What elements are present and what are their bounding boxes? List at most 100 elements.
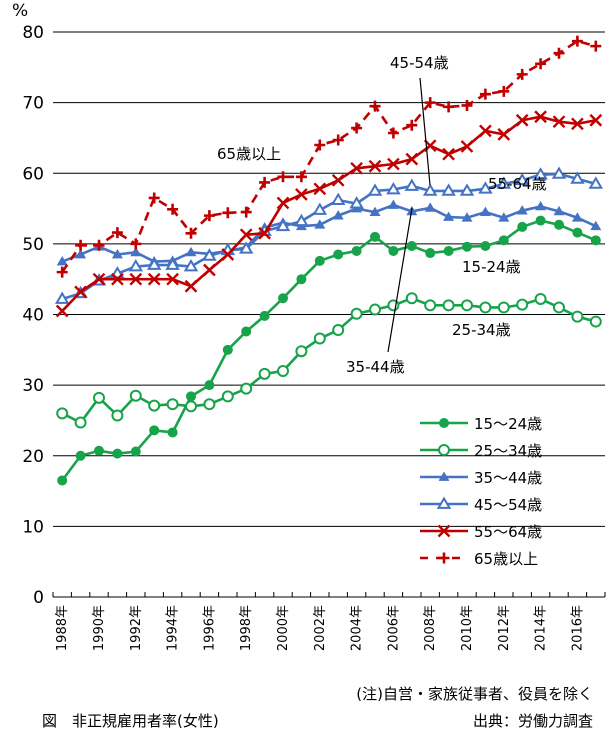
data-point [534, 110, 547, 124]
data-point [333, 249, 344, 260]
legend-item: 65歳以上 [420, 550, 538, 568]
series-5 [55, 110, 603, 318]
data-point [259, 176, 271, 188]
data-point [349, 196, 364, 209]
data-point [351, 122, 363, 134]
data-point [130, 446, 141, 457]
data-point [368, 159, 382, 173]
data-point [387, 157, 400, 171]
series-group [54, 35, 604, 486]
data-point [295, 188, 308, 201]
x-tick-label: 1992年 [129, 605, 144, 651]
data-point [167, 203, 179, 215]
x-tick-label: 2006年 [386, 605, 401, 651]
annotation-45-54: 45-54歳 [390, 54, 449, 72]
figure-title: 図 非正規雇用者率(女性) [42, 712, 219, 730]
gridlines [53, 31, 605, 598]
data-point [202, 248, 217, 261]
data-point [405, 152, 419, 166]
series-3 [56, 199, 602, 266]
legend-label: 15～24歳 [474, 415, 542, 433]
data-point [480, 240, 491, 251]
annotation-leader-45-54 [419, 77, 431, 186]
data-point [590, 40, 602, 52]
legend-item: 35～44歳 [420, 469, 542, 487]
data-point [405, 292, 418, 305]
y-tick-label: 10 [22, 517, 44, 537]
x-tick-label: 2010年 [460, 605, 475, 651]
y-tick-label: 50 [22, 235, 44, 255]
data-point [534, 292, 547, 305]
data-point [74, 416, 87, 429]
data-point [313, 182, 327, 196]
data-point [462, 241, 472, 252]
data-point [74, 285, 87, 299]
data-point [406, 119, 418, 131]
data-point [312, 202, 328, 215]
data-point [387, 199, 399, 209]
data-point [406, 240, 417, 251]
data-point [516, 205, 528, 215]
data-point [332, 210, 344, 220]
data-point [148, 399, 161, 412]
data-point [295, 345, 308, 358]
y-tick-label: 40 [22, 306, 44, 326]
data-point [295, 171, 307, 183]
data-point [496, 176, 512, 189]
data-point [57, 475, 68, 486]
data-point [94, 445, 104, 456]
legend: 15～24歳 25～34歳 35～44歳 45～54歳 55～64歳 65歳以上 [420, 415, 542, 568]
data-point [277, 365, 289, 377]
annotation-35-44: 35-44歳 [346, 358, 405, 376]
data-point [166, 398, 179, 411]
data-point [56, 266, 68, 278]
data-point [128, 259, 144, 272]
data-point [461, 99, 473, 111]
data-point [258, 367, 271, 380]
data-point [479, 206, 491, 216]
data-point [221, 390, 234, 403]
data-point [551, 166, 567, 179]
data-point [370, 231, 380, 242]
data-point [130, 238, 142, 250]
data-point [56, 256, 68, 266]
data-point [129, 389, 142, 402]
data-point [442, 299, 455, 312]
data-point [111, 227, 123, 239]
annotation-15-24: 15-24歳 [462, 258, 521, 276]
data-point [588, 176, 604, 189]
data-point [111, 248, 123, 259]
data-point [185, 227, 197, 239]
data-point [351, 245, 362, 256]
data-point [424, 202, 436, 212]
data-point [130, 246, 142, 257]
data-point [367, 183, 383, 196]
data-point [330, 192, 346, 205]
data-point [442, 147, 455, 161]
y-tick-label: 30 [22, 376, 44, 396]
x-tick-label: 2000年 [276, 605, 291, 651]
data-point [479, 88, 491, 100]
x-tick-label: 1996年 [202, 605, 217, 651]
data-point [167, 427, 178, 438]
data-point [314, 139, 326, 151]
data-point [388, 245, 399, 256]
data-point [461, 299, 473, 312]
data-point [350, 307, 363, 320]
data-point [185, 246, 197, 257]
data-point [149, 425, 160, 436]
y-axis-unit: % [12, 1, 28, 21]
data-point [552, 115, 566, 129]
y-tick-label: 60 [22, 164, 44, 184]
x-tick-label: 2002年 [313, 605, 328, 651]
legend-marker [439, 418, 449, 428]
data-point [478, 181, 493, 194]
legend-label: 55～64歳 [474, 523, 542, 541]
data-point [240, 382, 253, 395]
legend-marker [438, 471, 450, 481]
series-6 [56, 35, 602, 278]
data-point [166, 272, 179, 286]
y-axis-ticks: 0 10 20 30 40 50 60 70 80 [22, 23, 44, 608]
data-point [259, 310, 270, 321]
data-point [313, 332, 326, 345]
